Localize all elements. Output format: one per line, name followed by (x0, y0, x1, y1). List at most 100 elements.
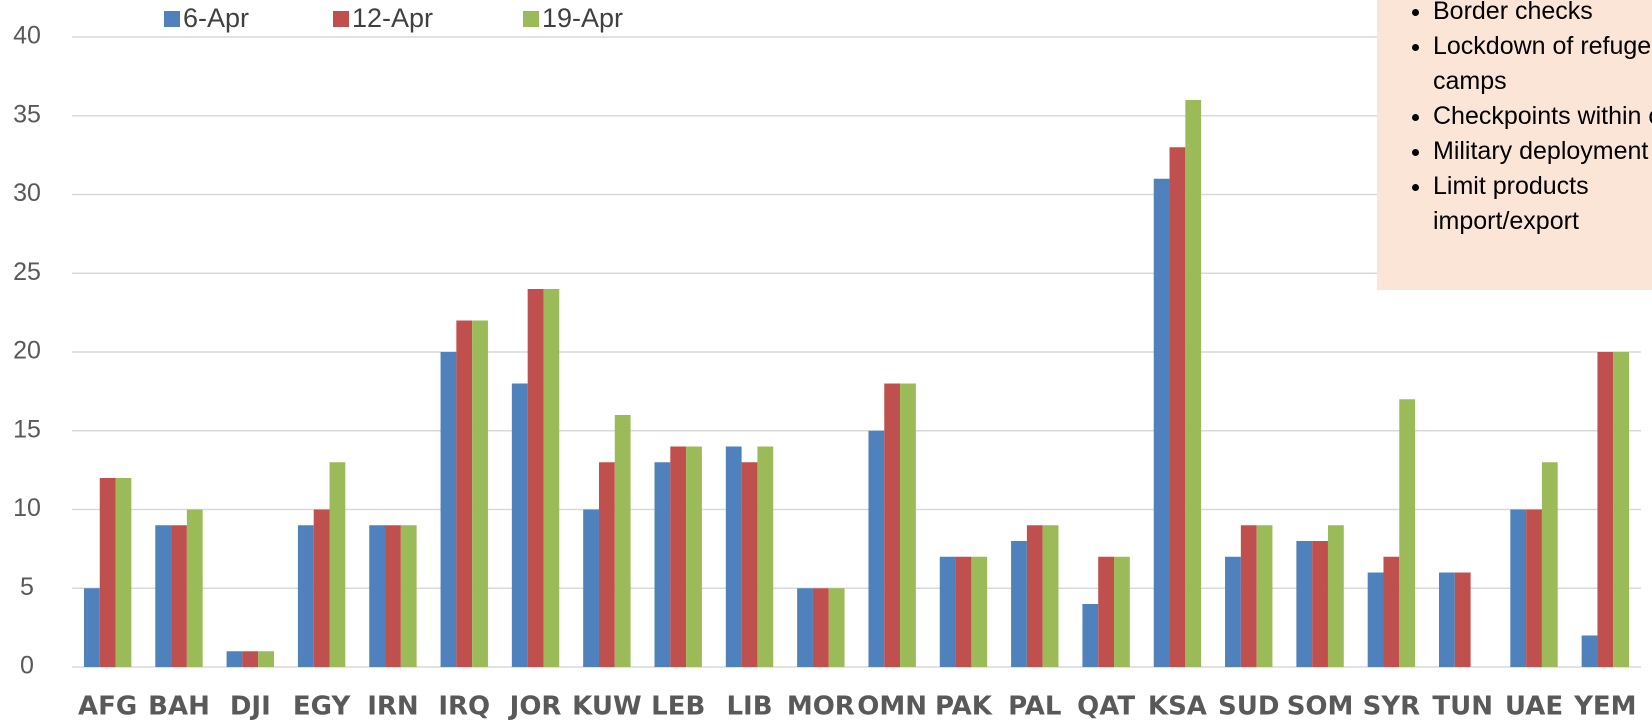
x-tick-label: KSA (1148, 692, 1207, 722)
x-tick-label: KUW (572, 692, 641, 722)
bar (1526, 509, 1542, 667)
bar (313, 509, 330, 667)
bar (171, 525, 187, 667)
x-tick-label: SYR (1363, 692, 1421, 722)
bar (83, 588, 100, 667)
bar (1399, 399, 1416, 667)
x-tick-label: MOR (787, 692, 855, 722)
bar (1082, 604, 1099, 667)
y-tick-label: 0 (20, 652, 34, 680)
x-tick-label: UAE (1505, 692, 1563, 722)
bar (1383, 556, 1400, 667)
x-tick-label: AFG (78, 692, 137, 722)
bar (155, 525, 172, 667)
bar (99, 478, 116, 667)
x-tick-label: JOR (508, 692, 562, 722)
bar (828, 588, 845, 667)
y-tick-label: 25 (13, 258, 41, 286)
y-tick-label: 40 (13, 22, 41, 50)
note-list: Border checksLockdown of refugee campsCh… (1377, 0, 1652, 239)
x-tick-label: PAK (935, 692, 993, 722)
bar (686, 446, 702, 667)
bar (955, 556, 972, 667)
note-item: Military deployment (1433, 134, 1652, 169)
legend-label: 12-Apr (352, 3, 433, 33)
legend-label: 6-Apr (183, 3, 249, 33)
y-tick-label: 5 (20, 573, 34, 601)
x-tick-label: SUD (1218, 692, 1279, 722)
bar (1296, 541, 1313, 667)
bar (1454, 572, 1471, 667)
bar (868, 430, 885, 667)
bar (329, 462, 346, 667)
note-item: Checkpoints within country (1433, 99, 1652, 134)
bar (939, 556, 956, 667)
bar (385, 525, 401, 667)
bar (1098, 556, 1115, 667)
x-tick-label: IRN (367, 692, 418, 722)
bar (1042, 525, 1059, 667)
x-tick-label: PAL (1008, 692, 1061, 722)
bar (1312, 541, 1328, 667)
x-tick-label: BAH (148, 692, 210, 722)
legend-label: 19-Apr (542, 3, 623, 33)
bar (1581, 635, 1598, 667)
bar (297, 525, 314, 667)
note-item: Limit products import/export (1433, 169, 1652, 239)
bar (1327, 525, 1344, 667)
bar (186, 509, 203, 667)
y-tick-label: 10 (13, 494, 41, 522)
bar (456, 320, 473, 667)
x-tick-label: SOM (1287, 692, 1354, 722)
bar (440, 352, 457, 667)
note-item: Lockdown of refugee camps (1433, 29, 1652, 99)
bar (598, 462, 615, 667)
bar (797, 588, 813, 667)
bar (511, 383, 528, 667)
x-tick-label: DJI (230, 692, 271, 722)
bar (1367, 572, 1384, 667)
bar (1225, 556, 1241, 667)
bar (1597, 352, 1614, 667)
x-tick-label: YEM (1573, 692, 1636, 722)
bar (1510, 509, 1527, 667)
bar (1114, 556, 1130, 667)
bar (226, 651, 243, 667)
legend-swatch (333, 11, 349, 27)
bar (242, 651, 259, 667)
x-tick-label: OMN (857, 692, 927, 722)
legend-swatch (523, 11, 539, 27)
x-tick-label: LIB (726, 692, 772, 722)
bar (583, 509, 599, 667)
bar (472, 320, 488, 667)
bar (614, 415, 631, 667)
x-tick-label: LEB (651, 692, 705, 722)
bar (1240, 525, 1257, 667)
bar (1256, 525, 1273, 667)
bar (812, 588, 829, 667)
bar (1026, 525, 1043, 667)
bar (1169, 147, 1186, 667)
legend-swatch (164, 11, 180, 27)
y-tick-label: 20 (13, 337, 41, 365)
bar (884, 383, 901, 667)
bar (1185, 100, 1202, 667)
x-tick-label: QAT (1077, 692, 1135, 722)
bar (654, 462, 671, 667)
bar (1011, 541, 1027, 667)
bar (900, 383, 916, 667)
bar (1541, 462, 1558, 667)
bar (670, 446, 687, 667)
note-item: Border checks (1433, 0, 1652, 29)
bar (115, 478, 132, 667)
y-tick-label: 35 (13, 100, 41, 128)
bar (741, 462, 758, 667)
bar (1153, 178, 1170, 667)
y-tick-label: 15 (13, 415, 41, 443)
bar (543, 289, 560, 667)
x-tick-label: TUN (1432, 692, 1493, 722)
bar (258, 651, 274, 667)
x-tick-label: IRQ (438, 692, 490, 722)
bar (369, 525, 386, 667)
